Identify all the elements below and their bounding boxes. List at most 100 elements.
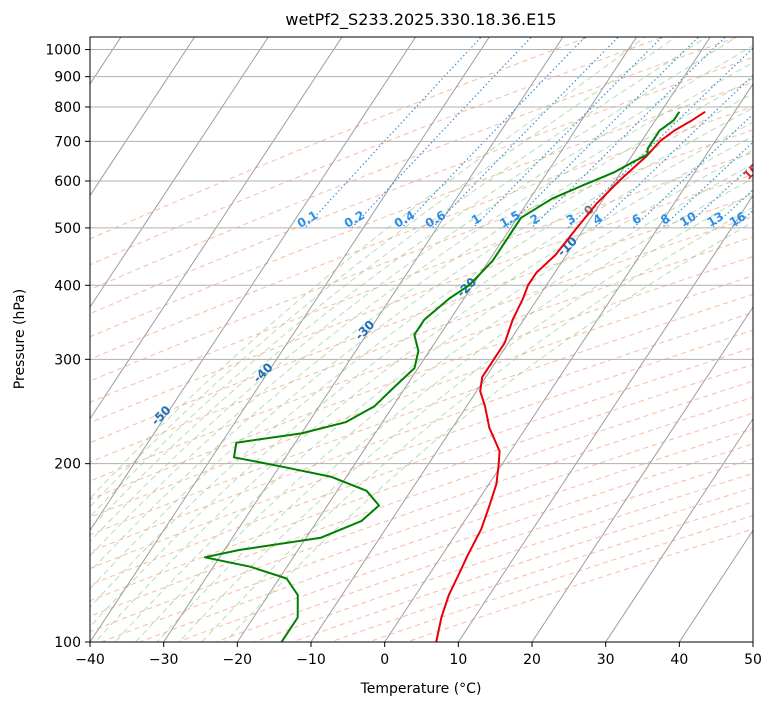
- dry-adiabat-line: [90, 293, 753, 536]
- y-tick-label: 1000: [45, 43, 81, 59]
- y-tick-label: 200: [54, 457, 81, 473]
- x-tick-label: 0: [380, 652, 389, 668]
- isotherm-line: [310, 37, 711, 642]
- mixing-ratio-line: [531, 37, 727, 229]
- moist-adiabat-line: [90, 77, 753, 573]
- moist-adiabat-line: [114, 149, 753, 642]
- mixing-ratio-label: 0.1: [295, 208, 320, 231]
- y-tick-label: 300: [54, 352, 81, 368]
- mixing-ratio-line: [432, 37, 620, 229]
- y-axis-label: Pressure (hPa): [12, 289, 28, 389]
- isotherm-line: [90, 37, 196, 197]
- isotherm-line: [752, 641, 753, 642]
- moist-adiabat-line: [90, 37, 738, 529]
- dry-adiabat-line: [90, 396, 753, 633]
- moist-adiabat-line: [90, 121, 753, 628]
- y-tick-label: 100: [54, 635, 81, 651]
- x-tick-label: −10: [296, 652, 326, 668]
- x-tick-label: −30: [149, 652, 179, 668]
- dry-adiabat-line: [90, 311, 753, 553]
- moist-adiabat-line: [90, 37, 646, 500]
- mixing-ratio-line: [401, 37, 586, 229]
- y-tick-label: 400: [54, 278, 81, 294]
- pressure-gridlines: [90, 49, 753, 642]
- dry-adiabat-line: [90, 236, 753, 482]
- mixing-ratio-line: [472, 37, 663, 229]
- dry-adiabat-line: [214, 458, 753, 642]
- dry-adiabat-line: [138, 428, 753, 642]
- dry-adiabat-line: [90, 363, 753, 602]
- x-tick-label: −40: [75, 652, 105, 668]
- y-axis-ticks: 1000 900 800 700 600 500 400 300 200 100: [45, 43, 90, 651]
- mixing-ratio-label: 0.4: [392, 208, 417, 231]
- moist-adiabat-line: [90, 37, 708, 518]
- x-tick-label: 10: [449, 652, 467, 668]
- isotherm-label: -30: [352, 318, 377, 343]
- x-tick-label: −20: [223, 652, 253, 668]
- isotherm-line: [531, 306, 753, 642]
- isotherm-line: [678, 529, 753, 642]
- dry-adiabat-line: [90, 106, 753, 360]
- mixing-ratio-label: 6: [630, 211, 644, 227]
- mixing-ratio-line: [733, 209, 753, 229]
- dry-adiabat-line: [90, 129, 753, 382]
- mixing-ratio-label: 2: [528, 211, 542, 227]
- mixing-ratio-line: [304, 37, 482, 229]
- mixing-ratio-label: 10: [677, 209, 698, 229]
- y-tick-label: 800: [54, 100, 81, 116]
- dry-adiabat-line: [90, 37, 590, 240]
- x-axis-label: Temperature (°C): [360, 681, 482, 697]
- plot-frame: [89, 36, 754, 643]
- isotherm-label: -50: [148, 403, 173, 428]
- dry-adiabat-line: [90, 255, 753, 500]
- dewpoint-profile-line: [203, 111, 681, 642]
- x-tick-label: 20: [523, 652, 541, 668]
- moist-adiabat-line: [201, 206, 753, 642]
- isotherm-line: [457, 194, 753, 642]
- isotherm-line: [90, 37, 269, 309]
- dry-adiabat-line: [90, 195, 753, 444]
- isotherm-line: [384, 83, 753, 642]
- chart-title: wetPf2_S233.2025.330.18.36.E15: [285, 10, 556, 30]
- isotherm-line: [605, 417, 753, 642]
- x-tick-label: 30: [597, 652, 615, 668]
- dry-adiabat-line: [290, 487, 753, 642]
- mixing-ratio-label: 20: [751, 209, 772, 229]
- isotherm-line: [163, 37, 564, 642]
- y-tick-label: 500: [54, 221, 81, 237]
- isotherm-label: -40: [250, 360, 275, 385]
- isotherm-line: [90, 37, 417, 532]
- isotherm-line: [90, 37, 343, 420]
- moist-adiabat-line: [90, 107, 753, 608]
- dry-adiabat-label: 10: [740, 161, 762, 183]
- background-lines: [90, 35, 775, 642]
- x-tick-label: 50: [744, 652, 762, 668]
- mixing-ratio-line: [567, 47, 753, 229]
- mixing-ratio-line: [594, 74, 753, 229]
- y-tick-label: 900: [54, 70, 81, 86]
- mixing-ratio-line: [661, 141, 753, 229]
- dry-adiabat-line: [329, 501, 753, 642]
- moist-adiabat-line: [156, 177, 753, 642]
- temperature-profile-line: [435, 110, 706, 642]
- mixing-ratio-label: 0.6: [423, 208, 448, 231]
- mixing-ratio-line: [632, 113, 753, 229]
- mixing-ratio-line: [351, 37, 533, 229]
- x-axis-ticks: −40 −30 −20 −10 0 10 20 30 40 50: [75, 642, 762, 668]
- dry-adiabat-line: [90, 37, 665, 266]
- dry-adiabat-line: [90, 347, 753, 586]
- mixing-ratio-line: [758, 35, 775, 228]
- moist-adiabat-line: [90, 92, 753, 590]
- y-tick-label: 700: [54, 134, 81, 150]
- mixing-ratio-line: [506, 37, 700, 229]
- mixing-ratio-label: 3: [564, 211, 578, 227]
- isotherm-line: [90, 37, 490, 642]
- y-tick-label: 600: [54, 174, 81, 190]
- mixing-ratio-line: [684, 163, 753, 229]
- profile-lines: [203, 110, 706, 642]
- dry-adiabat-line: [90, 37, 740, 291]
- isotherm-label: -10: [555, 234, 580, 259]
- moist-adiabat-line: [135, 163, 753, 642]
- x-tick-label: 40: [670, 652, 688, 668]
